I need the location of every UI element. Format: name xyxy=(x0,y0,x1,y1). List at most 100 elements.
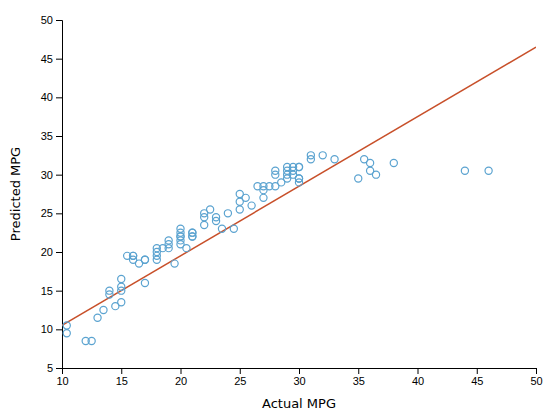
tick-mark xyxy=(56,97,62,98)
point xyxy=(183,245,190,252)
tick-mark xyxy=(358,368,359,374)
tick-label: 35 xyxy=(41,130,53,142)
point xyxy=(224,210,231,217)
tick-label: 10 xyxy=(56,375,68,387)
plot-area: 1015202530354045505101520253035404550 xyxy=(41,14,543,387)
point xyxy=(367,159,374,166)
point xyxy=(63,330,70,337)
tick: 20 xyxy=(41,246,62,258)
point xyxy=(177,225,184,232)
tick-mark xyxy=(56,175,62,176)
tick: 35 xyxy=(353,368,365,387)
tick-label: 45 xyxy=(471,375,483,387)
tick-mark xyxy=(56,136,62,137)
point xyxy=(118,299,125,306)
tick-mark xyxy=(299,368,300,374)
tick: 50 xyxy=(41,14,62,26)
tick-mark xyxy=(56,291,62,292)
tick-mark xyxy=(56,252,62,253)
tick: 40 xyxy=(412,368,424,387)
point xyxy=(189,229,196,236)
point xyxy=(248,202,255,209)
point xyxy=(212,217,219,224)
point xyxy=(260,194,267,201)
point xyxy=(94,314,101,321)
reference-line xyxy=(62,47,536,325)
tick: 20 xyxy=(175,368,187,387)
tick: 30 xyxy=(41,169,62,181)
tick-mark xyxy=(181,368,182,374)
point xyxy=(372,171,379,178)
tick-label: 25 xyxy=(41,207,53,219)
tick-label: 20 xyxy=(175,375,187,387)
tick: 25 xyxy=(234,368,246,387)
point xyxy=(177,233,184,240)
chart: 1015202530354045505101520253035404550Act… xyxy=(0,0,560,420)
axis-line xyxy=(56,21,63,369)
tick-label: 10 xyxy=(41,323,53,335)
x-axis: 10 15 20 25 30 35 40 45 50 xyxy=(56,368,542,387)
tick-mark xyxy=(121,368,122,374)
point xyxy=(355,175,362,182)
point xyxy=(461,167,468,174)
point xyxy=(236,206,243,213)
point xyxy=(201,214,208,221)
tick: 40 xyxy=(41,91,62,103)
point xyxy=(230,225,237,232)
tick-mark xyxy=(56,213,62,214)
point xyxy=(242,194,249,201)
tick-label: 35 xyxy=(353,375,365,387)
tick-label: 50 xyxy=(41,14,53,26)
point xyxy=(295,163,302,170)
point xyxy=(88,337,95,344)
tick-mark xyxy=(418,368,419,374)
point xyxy=(295,175,302,182)
tick-mark xyxy=(56,59,62,60)
point xyxy=(485,167,492,174)
tick: 10 xyxy=(56,368,68,387)
y-axis-title: Predicted MPG xyxy=(8,147,23,241)
axis-line xyxy=(63,369,537,375)
tick-mark xyxy=(56,20,62,21)
tick-label: 30 xyxy=(293,375,305,387)
point xyxy=(331,156,338,163)
point xyxy=(201,221,208,228)
tick: 30 xyxy=(293,368,305,387)
tick-label: 15 xyxy=(116,375,128,387)
point xyxy=(141,256,148,263)
tick-mark xyxy=(240,368,241,374)
point xyxy=(141,256,148,263)
point xyxy=(118,287,125,294)
tick: 50 xyxy=(530,368,542,387)
point xyxy=(295,163,302,170)
tick: 15 xyxy=(41,285,62,297)
tick-label: 25 xyxy=(234,375,246,387)
point xyxy=(106,287,113,294)
tick: 25 xyxy=(41,207,62,219)
tick: 15 xyxy=(116,368,128,387)
point xyxy=(319,152,326,159)
tick-mark xyxy=(536,368,537,374)
tick-label: 15 xyxy=(41,285,53,297)
point xyxy=(307,152,314,159)
point xyxy=(63,322,70,329)
point xyxy=(130,252,137,259)
tick-label: 40 xyxy=(41,91,53,103)
tick: 45 xyxy=(471,368,483,387)
point xyxy=(390,159,397,166)
point xyxy=(153,252,160,259)
y-axis: 5101520253035404550 xyxy=(41,14,63,374)
tick-label: 45 xyxy=(41,53,53,65)
point xyxy=(165,241,172,248)
tick-mark xyxy=(56,329,62,330)
tick-mark xyxy=(477,368,478,374)
point xyxy=(118,275,125,282)
scatter-points xyxy=(63,152,492,345)
x-axis-title: Actual MPG xyxy=(262,396,336,411)
tick-mark xyxy=(56,368,62,369)
point xyxy=(141,279,148,286)
tick-label: 20 xyxy=(41,246,53,258)
point xyxy=(100,306,107,313)
tick: 10 xyxy=(41,323,62,335)
tick-label: 30 xyxy=(41,169,53,181)
